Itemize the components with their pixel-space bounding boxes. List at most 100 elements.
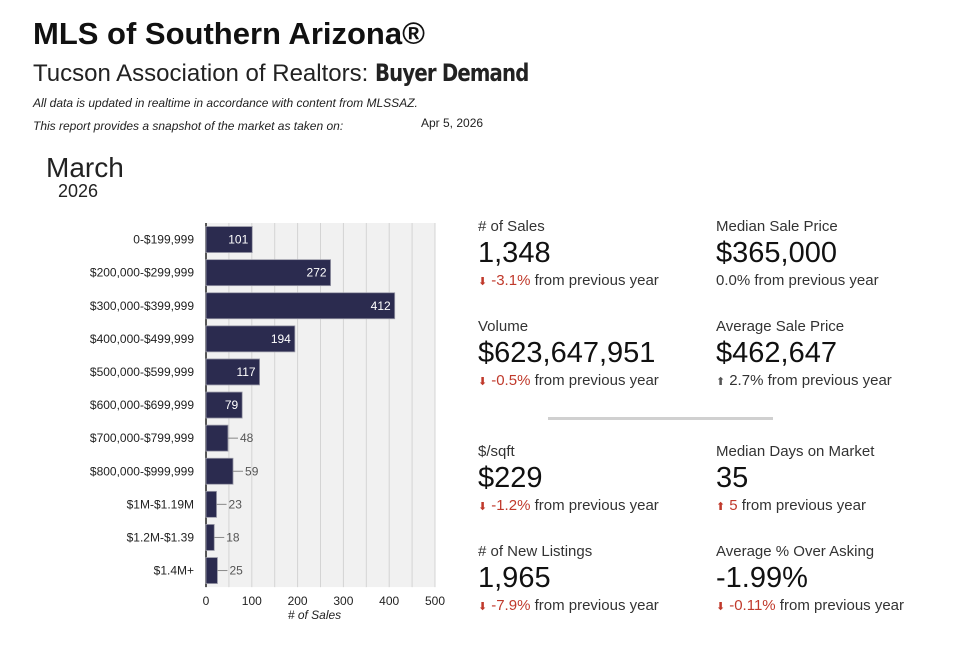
category-label: $600,000-$699,999 bbox=[90, 398, 194, 412]
category-label: $1M-$1.19M bbox=[127, 497, 194, 511]
snapshot-date: Apr 5, 2026 bbox=[421, 116, 484, 130]
category-label: $300,000-$399,999 bbox=[90, 299, 194, 313]
sales-by-price-chart: 0-$199,999 101 $200,000-$299,999 272 $300,00… bbox=[90, 223, 445, 622]
kpi-label: Median Sale Price bbox=[716, 218, 838, 235]
data-label: 25 bbox=[229, 564, 243, 578]
bar bbox=[205, 457, 234, 485]
kpi-change-suffix: from previous year bbox=[530, 372, 659, 389]
data-label: 272 bbox=[307, 266, 327, 280]
report-subtitle: Tucson Association of Realtors: Buyer De… bbox=[33, 59, 562, 88]
kpi-value: 35 bbox=[716, 462, 749, 494]
kpi-card: Median Days on Market 35 ⬆ 5 from previous … bbox=[716, 443, 874, 514]
kpi-change: ⬆ 5 from previous year bbox=[716, 497, 874, 514]
kpi-change-suffix: from previous year bbox=[750, 272, 879, 289]
kpi-value: 1,965 bbox=[478, 562, 551, 594]
kpi-label: $/sqft bbox=[478, 443, 515, 460]
bar bbox=[205, 325, 296, 353]
kpi-card: $/sqft $229 ⬇ -1.2% from previous year bbox=[478, 443, 659, 514]
category-label: $800,000-$999,999 bbox=[90, 464, 194, 478]
category-label: $1.2M-$1.39 bbox=[127, 530, 195, 544]
kpi-change: ⬇ -1.2% from previous year bbox=[478, 497, 659, 514]
data-label: 48 bbox=[240, 431, 254, 445]
category-label: $1.4M+ bbox=[154, 564, 194, 578]
subtitle-bold: Buyer Demand bbox=[374, 59, 529, 87]
bar bbox=[205, 226, 253, 253]
kpi-label: Median Days on Market bbox=[716, 443, 875, 460]
kpi-change: ⬇ -3.1% from previous year bbox=[478, 272, 659, 289]
kpi-change-suffix: from previous year bbox=[737, 497, 866, 514]
category-label: $200,000-$299,999 bbox=[90, 266, 194, 280]
bar bbox=[205, 391, 243, 419]
arrow-down-icon: ⬇ bbox=[478, 276, 488, 288]
bar bbox=[205, 557, 218, 584]
x-axis-label: # of Sales bbox=[288, 608, 341, 622]
kpi-change-value: -3.1% bbox=[491, 272, 531, 289]
kpi-label: # of Sales bbox=[478, 218, 545, 235]
arrow-down-icon: ⬇ bbox=[478, 601, 488, 613]
arrow-down-icon: ⬇ bbox=[478, 501, 488, 513]
kpi-change: ⬇ -7.9% from previous year bbox=[478, 597, 659, 614]
data-label: 117 bbox=[236, 365, 255, 379]
kpi-label: Average Sale Price bbox=[716, 318, 845, 335]
kpi-divider bbox=[548, 417, 773, 420]
kpi-change-suffix: from previous year bbox=[530, 497, 659, 514]
bar bbox=[205, 292, 396, 320]
x-tick-label: 300 bbox=[333, 594, 353, 608]
subtitle-prefix: Tucson Association of Realtors: bbox=[33, 60, 375, 87]
kpi-label: # of New Listings bbox=[478, 543, 593, 560]
kpi-card: # of Sales 1,348 ⬇ -3.1% from previous year bbox=[478, 218, 659, 289]
kpi-change-value: 5 bbox=[729, 497, 738, 514]
kpi-change-value: 0.0% bbox=[716, 272, 751, 289]
month-label: March bbox=[46, 152, 124, 183]
kpi-change-value: -0.5% bbox=[491, 372, 531, 389]
data-label: 412 bbox=[371, 299, 391, 313]
kpi-change-suffix: from previous year bbox=[530, 272, 659, 289]
arrow-down-icon: ⬇ bbox=[716, 601, 726, 613]
kpi-card: # of New Listings 1,965 ⬇ -7.9% from previo… bbox=[478, 543, 659, 614]
data-label: 23 bbox=[229, 497, 243, 511]
data-note: All data is updated in realtime in accor… bbox=[33, 96, 418, 110]
bar bbox=[205, 424, 229, 452]
year-label: 2026 bbox=[58, 181, 99, 201]
kpi-change-value: -0.11% bbox=[729, 597, 776, 614]
x-tick-label: 400 bbox=[379, 594, 399, 608]
report-title: MLS of Southern Arizona® bbox=[33, 16, 425, 51]
x-tick-label: 500 bbox=[425, 594, 445, 608]
kpi-change: ⬇ -0.5% from previous year bbox=[478, 372, 659, 389]
data-label: 59 bbox=[245, 464, 259, 478]
kpi-change: 0.0% from previous year bbox=[716, 272, 879, 289]
data-label: 101 bbox=[228, 233, 248, 247]
kpi-value: $229 bbox=[478, 462, 543, 494]
x-tick-label: 200 bbox=[288, 594, 308, 608]
kpi-value: -1.99% bbox=[716, 562, 808, 594]
kpi-label: Volume bbox=[478, 318, 529, 335]
category-label: $700,000-$799,999 bbox=[90, 431, 194, 445]
kpi-change-value: -7.9% bbox=[491, 597, 531, 614]
kpi-change: ⬇ -0.11% from previous year bbox=[716, 597, 904, 614]
kpi-card: Volume $623,647,951 ⬇ -0.5% from previous y… bbox=[478, 318, 659, 389]
arrow-up-icon: ⬆ bbox=[716, 376, 726, 388]
kpi-change: ⬆ 2.7% from previous year bbox=[716, 372, 892, 389]
kpi-value: $365,000 bbox=[716, 237, 837, 269]
data-label: 194 bbox=[271, 332, 291, 346]
category-label: $400,000-$499,999 bbox=[90, 332, 194, 346]
kpi-card: Average Sale Price $462,647 ⬆ 2.7% from pre… bbox=[716, 318, 892, 389]
category-label: $500,000-$599,999 bbox=[90, 365, 194, 379]
bar bbox=[205, 524, 215, 551]
kpi-value: $462,647 bbox=[716, 337, 837, 369]
bar bbox=[205, 358, 260, 386]
kpi-label: Average % Over Asking bbox=[716, 543, 875, 560]
bar bbox=[205, 259, 331, 287]
kpi-card: Average % Over Asking -1.99% ⬇ -0.11% from … bbox=[716, 543, 904, 614]
arrow-down-icon: ⬇ bbox=[478, 376, 488, 388]
kpi-value: $623,647,951 bbox=[478, 337, 656, 369]
x-tick-label: 0 bbox=[203, 594, 210, 608]
kpi-change-suffix: from previous year bbox=[775, 597, 905, 614]
category-label: 0-$199,999 bbox=[133, 233, 194, 247]
kpi-card: Median Sale Price $365,000 0.0% from previ… bbox=[716, 218, 879, 289]
data-label: 18 bbox=[226, 530, 240, 544]
kpi-change-value: -1.2% bbox=[491, 497, 531, 514]
kpi-change-suffix: from previous year bbox=[763, 372, 892, 389]
x-tick-label: 100 bbox=[242, 594, 262, 608]
kpi-change-value: 2.7% bbox=[729, 372, 764, 389]
